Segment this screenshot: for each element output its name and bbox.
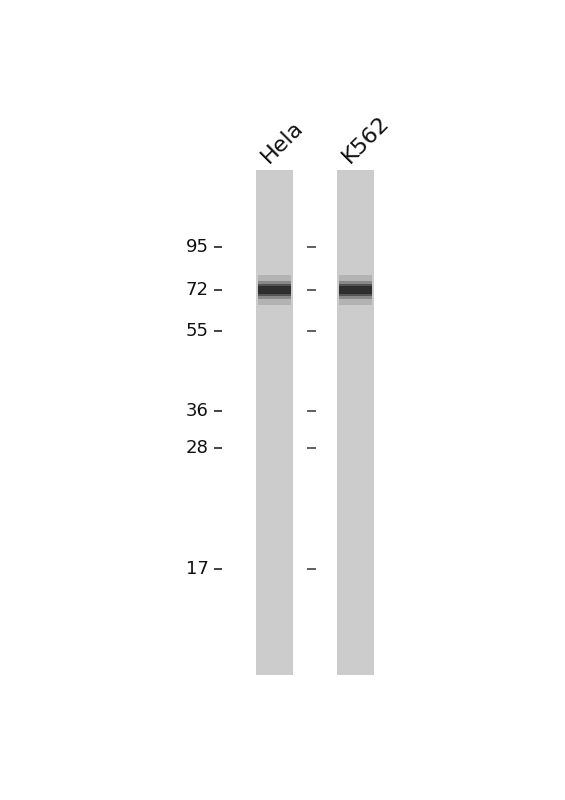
Text: K562: K562 xyxy=(339,112,393,167)
Text: Hela: Hela xyxy=(258,118,307,167)
Text: 28: 28 xyxy=(186,439,208,458)
Text: 36: 36 xyxy=(186,402,208,420)
Text: 17: 17 xyxy=(186,560,208,578)
Bar xyxy=(258,281,290,299)
Text: 95: 95 xyxy=(185,238,208,256)
Bar xyxy=(258,275,290,305)
Text: 72: 72 xyxy=(185,281,208,299)
Bar xyxy=(258,286,290,294)
Bar xyxy=(337,170,374,675)
Text: 55: 55 xyxy=(185,322,208,340)
Bar xyxy=(339,275,372,305)
Bar xyxy=(339,286,372,294)
Bar xyxy=(255,170,293,675)
Bar xyxy=(339,284,372,296)
Bar xyxy=(339,281,372,299)
Bar xyxy=(258,284,290,296)
